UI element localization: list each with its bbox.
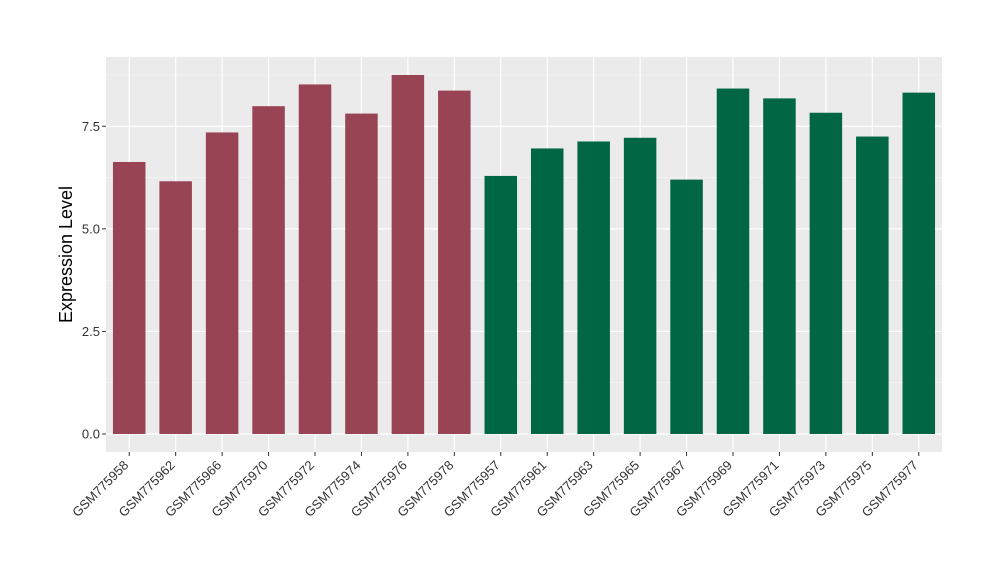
y-tick-label: 2.5 [82,324,100,339]
bar-GSM775966 [205,132,239,434]
bar-GSM775957 [484,175,518,434]
bars [112,75,936,435]
bar-GSM775965 [623,137,657,434]
bar-GSM775973 [809,112,843,435]
y-tick-label: 7.5 [82,119,100,134]
bar-GSM775974 [345,113,378,434]
plot-panel [106,57,942,452]
bar-GSM775958 [112,161,146,434]
bar-GSM775978 [438,90,471,435]
bar-GSM775977 [902,92,936,435]
y-axis-title: Expression Level [56,186,76,323]
bar-GSM775975 [856,136,889,435]
bar-GSM775963 [577,141,610,434]
bar-GSM775962 [159,181,192,434]
bar-GSM775971 [763,98,796,434]
bar-GSM775961 [530,148,564,434]
y-tick-label: 0.0 [82,427,100,442]
y-axis: 0.0 2.5 5.0 7.5 [82,119,106,442]
bar-GSM775969 [716,88,750,434]
y-tick-label: 5.0 [82,221,100,236]
x-axis: GSM775958GSM775962GSM775966GSM775970GSM7… [69,452,921,520]
bar-GSM775970 [252,106,285,435]
bar-GSM775976 [391,75,425,434]
bar-GSM775967 [670,179,703,434]
bar-GSM775972 [298,84,332,434]
